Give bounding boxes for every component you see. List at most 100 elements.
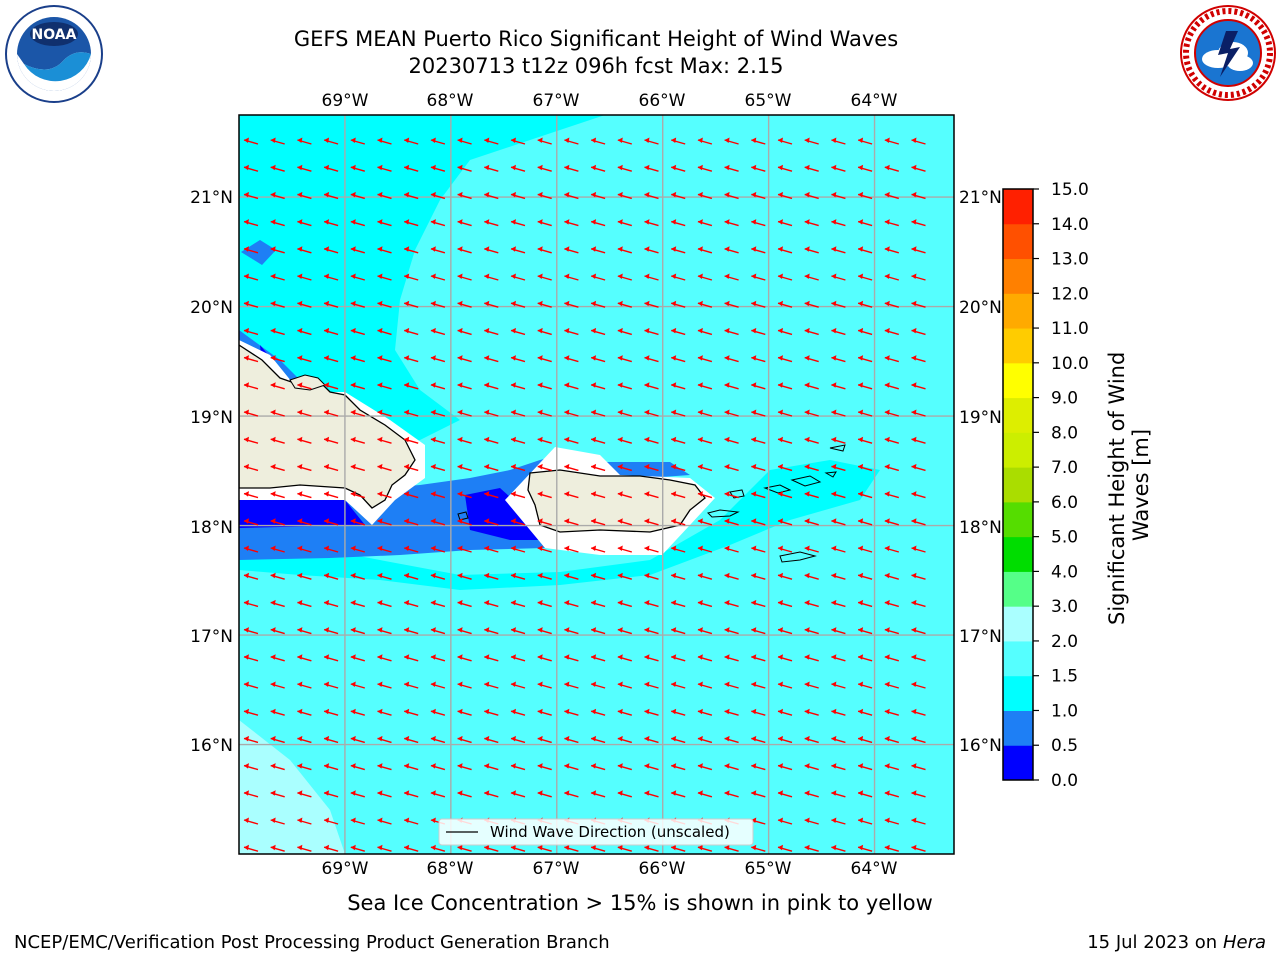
wave-arrow bbox=[510, 219, 526, 227]
colorbar-tick-label: 3.0 bbox=[1051, 597, 1078, 617]
wave-arrow bbox=[671, 518, 686, 526]
wave-arrow bbox=[697, 681, 713, 689]
wave-arrow bbox=[484, 654, 499, 662]
wave-arrow bbox=[911, 844, 926, 852]
wave-arrow bbox=[671, 436, 686, 444]
wave-arrow bbox=[777, 219, 793, 227]
wave-arrow bbox=[404, 382, 419, 390]
wave-arrow bbox=[884, 681, 899, 689]
wave-arrow bbox=[671, 355, 686, 363]
wave-arrow bbox=[804, 300, 819, 308]
wave-arrow bbox=[350, 681, 365, 689]
wave-arrow bbox=[590, 191, 606, 200]
wave-arrow bbox=[270, 273, 285, 281]
wave-arrow bbox=[510, 436, 526, 444]
wave-arrow bbox=[857, 300, 873, 308]
wave-arrow bbox=[484, 491, 499, 499]
wave-arrow bbox=[857, 327, 873, 336]
wave-arrow bbox=[751, 518, 766, 526]
wave-arrow bbox=[350, 327, 365, 336]
wave-arrow bbox=[671, 246, 686, 254]
wave-arrow bbox=[484, 246, 499, 254]
colorbar-block bbox=[1003, 501, 1033, 538]
wave-arrow bbox=[350, 246, 365, 254]
wave-arrow bbox=[804, 735, 819, 744]
wave-arrow bbox=[590, 273, 606, 281]
wave-arrow bbox=[323, 300, 339, 308]
wave-arrow bbox=[751, 273, 766, 281]
wave-arrow bbox=[564, 382, 579, 390]
wave-arrow bbox=[270, 137, 285, 145]
wave-arrow bbox=[564, 545, 579, 553]
wave-arrow bbox=[564, 164, 579, 172]
wave-arrow bbox=[804, 137, 819, 145]
wave-arrow bbox=[243, 844, 259, 852]
wave-arrow bbox=[564, 463, 579, 472]
wave-arrow bbox=[297, 491, 312, 499]
wave-arrow bbox=[377, 763, 392, 771]
wave-arrow bbox=[697, 790, 713, 798]
wave-arrow bbox=[243, 137, 259, 145]
wave-arrow bbox=[884, 219, 899, 227]
wave-arrow bbox=[590, 137, 606, 145]
wave-arrow bbox=[671, 191, 686, 200]
wave-arrow bbox=[484, 763, 499, 771]
wave-arrow bbox=[831, 409, 846, 417]
wave-arrow bbox=[243, 191, 259, 200]
wave-arrow bbox=[804, 545, 819, 553]
wave-arrow bbox=[911, 463, 926, 472]
wave-arrow bbox=[297, 681, 312, 689]
wave-arrow bbox=[243, 790, 259, 798]
wave-arrow bbox=[857, 817, 873, 825]
wave-arrow bbox=[644, 409, 659, 417]
wave-arrow bbox=[510, 518, 526, 526]
wave-arrow bbox=[911, 790, 926, 798]
wave-arrow bbox=[884, 327, 899, 336]
wave-arrow bbox=[243, 355, 259, 363]
wave-arrow bbox=[564, 599, 579, 608]
wave-arrow bbox=[297, 300, 312, 308]
wave-arrow bbox=[671, 681, 686, 689]
wave-arrow bbox=[697, 246, 713, 254]
wave-arrow bbox=[377, 735, 392, 744]
wave-arrow bbox=[751, 327, 766, 336]
wave-arrow bbox=[857, 545, 873, 553]
wave-arrow bbox=[831, 708, 846, 716]
wave-arrow bbox=[671, 708, 686, 716]
wave-arrow bbox=[804, 681, 819, 689]
wave-arrow bbox=[323, 518, 339, 526]
wave-arrow bbox=[671, 409, 686, 417]
wave-arrow bbox=[804, 844, 819, 852]
wave-arrow bbox=[884, 763, 899, 771]
wave-arrow bbox=[404, 355, 419, 363]
wave-arrow bbox=[751, 382, 766, 390]
wave-arrow bbox=[724, 763, 739, 771]
wave-arrow bbox=[430, 164, 446, 172]
wave-arrow bbox=[617, 463, 632, 472]
wave-arrow bbox=[484, 436, 499, 444]
wave-arrow bbox=[323, 654, 339, 662]
lat-label-right: 20°N bbox=[959, 298, 1002, 318]
wave-arrow bbox=[751, 735, 766, 744]
wave-arrow bbox=[804, 273, 819, 281]
wave-arrow bbox=[724, 327, 739, 336]
wave-arrow bbox=[697, 763, 713, 771]
wave-arrow bbox=[831, 627, 846, 635]
colorbar-tick-label: 0.5 bbox=[1051, 736, 1078, 756]
wave-arrow bbox=[884, 246, 899, 254]
wave-arrow bbox=[857, 436, 873, 444]
lat-labels-right: 21°N 20°N 19°N 18°N 17°N 16°N bbox=[959, 188, 1002, 756]
lon-labels-bottom: 69°W 68°W 67°W 66°W 65°W 64°W bbox=[322, 859, 898, 879]
wave-arrow bbox=[377, 463, 392, 472]
wave-arrow bbox=[404, 708, 419, 716]
noaa-logo: NOAA bbox=[5, 5, 103, 103]
wave-arrow bbox=[484, 708, 499, 716]
wave-arrow bbox=[697, 327, 713, 336]
wave-arrow bbox=[564, 790, 579, 798]
wave-arrow bbox=[243, 572, 259, 580]
wave-arrow bbox=[297, 382, 312, 390]
wave-arrow bbox=[350, 599, 365, 608]
wave-arrow bbox=[377, 300, 392, 308]
wave-arrow bbox=[564, 219, 579, 227]
wave-arrow bbox=[243, 545, 259, 553]
